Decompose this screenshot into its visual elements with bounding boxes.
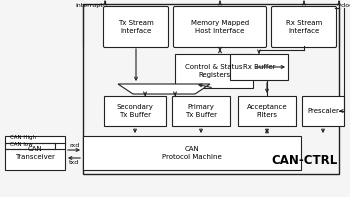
Text: interrupt: interrupt [75,3,103,8]
Text: Acceptance
Filters: Acceptance Filters [247,104,287,118]
Text: Control & Status
Registers: Control & Status Registers [185,64,243,78]
FancyBboxPatch shape [5,136,65,170]
FancyBboxPatch shape [104,7,168,47]
Text: CAN
Protocol Machine: CAN Protocol Machine [162,146,222,160]
Text: Memory Mapped
Host Interface: Memory Mapped Host Interface [191,20,249,34]
FancyBboxPatch shape [238,96,296,126]
Text: rxd: rxd [69,143,79,148]
Text: Rx Buffer: Rx Buffer [243,64,275,70]
FancyBboxPatch shape [174,7,266,47]
Text: Tx Stream
Interface: Tx Stream Interface [118,20,154,34]
Polygon shape [118,84,210,94]
Text: Secondary
Tx Buffer: Secondary Tx Buffer [117,104,153,118]
FancyBboxPatch shape [83,4,339,174]
Text: Rx Stream
Interface: Rx Stream Interface [286,20,322,34]
Text: CAN low: CAN low [10,142,33,147]
Text: Primary
Tx Buffer: Primary Tx Buffer [185,104,217,118]
Text: CAN
Transceiver: CAN Transceiver [15,146,55,160]
FancyBboxPatch shape [83,136,301,170]
FancyBboxPatch shape [230,54,288,80]
FancyBboxPatch shape [175,54,253,88]
FancyBboxPatch shape [172,96,230,126]
FancyBboxPatch shape [104,96,166,126]
Text: txd: txd [69,160,79,165]
Text: CAN-CTRL: CAN-CTRL [272,153,338,166]
Text: Prescaler: Prescaler [307,108,339,114]
Text: clock: clock [341,3,350,8]
Text: CAN High: CAN High [10,135,36,140]
FancyBboxPatch shape [272,7,336,47]
FancyBboxPatch shape [302,96,344,126]
